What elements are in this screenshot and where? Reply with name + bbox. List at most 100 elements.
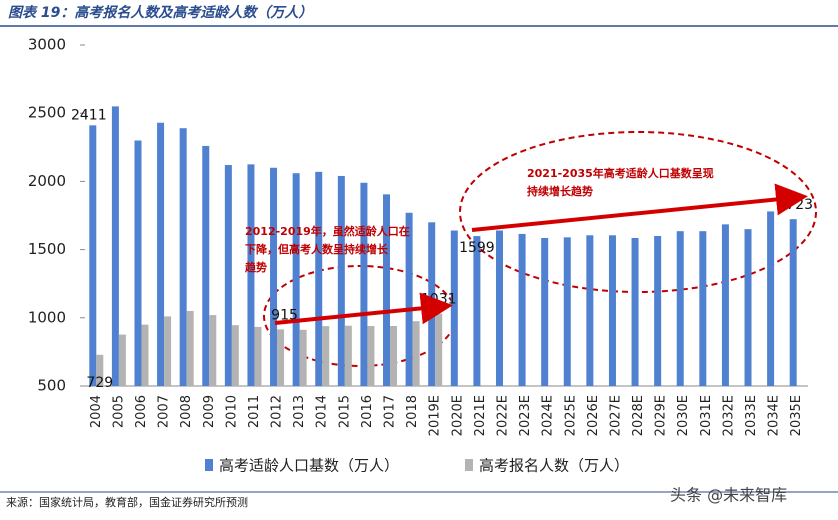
x-tick-label: 2028E	[631, 395, 646, 436]
legend-label: 高考报名人数（万人）	[479, 457, 629, 475]
x-tick-label: 2016	[360, 395, 375, 428]
bar	[631, 238, 639, 386]
x-tick-label: 2026E	[586, 395, 601, 436]
x-tick-label: 2006	[134, 395, 149, 428]
bar	[118, 334, 126, 386]
bar	[141, 324, 149, 386]
x-tick-label: 2025E	[563, 395, 578, 436]
x-tick-label: 2004	[89, 395, 104, 428]
bar	[96, 354, 104, 386]
bar	[383, 194, 391, 386]
x-tick-label: 2018	[405, 395, 420, 428]
bar	[654, 235, 662, 386]
x-tick-label: 2005	[111, 395, 126, 428]
annotation: 持续增长趋势	[527, 184, 593, 198]
x-tick-label: 2027E	[608, 395, 623, 436]
x-tick-label: 2030E	[676, 395, 691, 436]
legend-label: 高考适龄人口基数（万人）	[219, 457, 399, 475]
x-tick-label: 2013	[292, 395, 307, 428]
x-tick-label: 2009	[202, 395, 217, 428]
bar	[89, 125, 97, 386]
x-tick-label: 2023E	[518, 395, 533, 436]
x-tick-label: 2019E	[428, 395, 443, 436]
bar	[699, 231, 707, 386]
bar	[157, 122, 165, 387]
x-tick-label: 2020E	[450, 395, 465, 436]
bar	[676, 231, 684, 386]
x-tick-label: 2033E	[744, 395, 759, 436]
x-tick-label: 2032E	[721, 395, 736, 436]
y-tick-label: 3000	[28, 36, 66, 54]
bar	[518, 233, 526, 386]
annotation: 2021-2035年高考适龄人口基数呈现	[527, 166, 714, 180]
watermark: 头条 @未来智库	[670, 486, 787, 505]
bar	[344, 325, 352, 386]
x-tick-label: 2008	[179, 395, 194, 428]
x-tick-label: 2012	[270, 395, 285, 428]
bar	[563, 237, 571, 386]
x-tick-label: 2034E	[767, 395, 782, 436]
bar	[450, 230, 458, 386]
bar	[299, 329, 307, 386]
bar	[186, 310, 194, 386]
bar	[767, 211, 775, 386]
bar	[412, 321, 420, 386]
x-tick-label: 2029E	[654, 395, 669, 436]
chart-title: 图表 19：高考报名人数及高考适龄人数（万人）	[8, 4, 312, 21]
value-label: 2411	[71, 107, 107, 123]
y-tick-label: 1000	[28, 308, 66, 326]
annotation: 下降，但高考人数呈持续增长	[245, 242, 389, 256]
bar	[360, 182, 368, 386]
bar	[721, 224, 729, 386]
bar	[390, 325, 398, 386]
highlight-ellipse	[459, 131, 817, 293]
bar	[224, 165, 232, 386]
bar	[247, 164, 255, 386]
x-tick-label: 2017	[383, 395, 398, 428]
bar	[231, 325, 239, 386]
legend-swatch	[465, 459, 473, 471]
trend-arrow	[274, 292, 453, 325]
bar	[367, 325, 375, 386]
bar	[134, 140, 142, 386]
annotation: 2012-2019年，虽然适龄人口在	[245, 224, 410, 238]
bar	[111, 106, 119, 386]
bar	[277, 329, 285, 386]
y-tick-label: 1500	[28, 240, 66, 258]
x-tick-label: 2022E	[495, 395, 510, 436]
y-tick-label: 2000	[28, 172, 66, 190]
x-tick-label: 2024E	[541, 395, 556, 436]
x-tick-label: 2014	[315, 395, 330, 428]
bar	[270, 167, 278, 386]
y-tick-label: 500	[37, 377, 66, 395]
bar	[435, 313, 443, 386]
bar	[292, 173, 300, 386]
bar	[789, 219, 797, 386]
x-tick-label: 2010	[224, 395, 239, 428]
bar	[405, 212, 413, 386]
x-tick-label: 2035E	[789, 395, 804, 436]
value-label: 729	[86, 375, 113, 391]
annotation: 趋势	[245, 260, 267, 274]
bar	[495, 230, 503, 386]
bar	[744, 229, 752, 386]
x-tick-label: 2015	[337, 395, 352, 428]
bar	[337, 175, 345, 386]
x-tick-label: 2021E	[473, 395, 488, 436]
value-label: 1599	[459, 240, 495, 256]
bar	[322, 326, 330, 386]
bar	[473, 236, 481, 386]
bar	[202, 145, 210, 386]
bar	[209, 315, 217, 386]
bar	[586, 235, 594, 386]
x-tick-label: 2007	[157, 395, 172, 428]
bar	[164, 316, 172, 386]
bar	[179, 128, 187, 387]
y-tick-label: 2500	[28, 104, 66, 122]
x-tick-label: 2031E	[699, 395, 714, 436]
bar	[254, 326, 262, 386]
legend-swatch	[205, 459, 213, 471]
x-tick-label: 2011	[247, 395, 262, 428]
trend-arrow	[471, 183, 808, 232]
